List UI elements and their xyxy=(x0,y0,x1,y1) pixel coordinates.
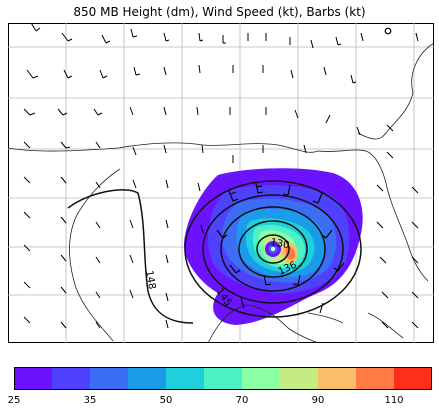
map-title: 850 MB Height (dm), Wind Speed (kt), Bar… xyxy=(73,5,366,19)
colorbar-outline xyxy=(14,367,432,390)
colorbar-tick-70: 70 xyxy=(235,395,249,406)
colorbar-bin-10 xyxy=(356,367,394,390)
contour-label-148: 148 xyxy=(143,270,157,291)
colorbar-bin-4 xyxy=(128,367,166,390)
colorbar-tick-90: 90 xyxy=(311,395,325,406)
contour-label-130: 130 xyxy=(269,237,290,251)
colorbar-tick-labels: 25 35 50 70 90 110 xyxy=(0,395,439,409)
colorbar xyxy=(14,367,432,390)
colorbar-tick-25: 25 xyxy=(7,395,21,406)
colorbar-svg xyxy=(14,367,432,390)
colorbar-tick-110: 110 xyxy=(384,395,404,406)
storm-wind-barbs xyxy=(216,182,345,314)
colorbar-bin-8 xyxy=(280,367,318,390)
colorbar-tick-50: 50 xyxy=(159,395,173,406)
colorbar-bin-7 xyxy=(242,367,280,390)
map-canvas: 148 145 136 130 xyxy=(7,20,435,344)
coastlines xyxy=(7,42,435,344)
wind-barbs xyxy=(23,20,419,329)
colorbar-bin-5 xyxy=(166,367,204,390)
colorbar-bin-11 xyxy=(394,367,432,390)
colorbar-tick-35: 35 xyxy=(83,395,97,406)
colorbar-bin-6 xyxy=(204,367,242,390)
height-contours xyxy=(67,180,362,324)
colorbar-bin-1 xyxy=(14,367,52,390)
map-panel: 148 145 136 130 xyxy=(7,20,435,344)
colorbar-bin-3 xyxy=(90,367,128,390)
colorbar-bin-9 xyxy=(318,367,356,390)
colorbar-bin-2 xyxy=(52,367,90,390)
small-island xyxy=(384,27,392,35)
